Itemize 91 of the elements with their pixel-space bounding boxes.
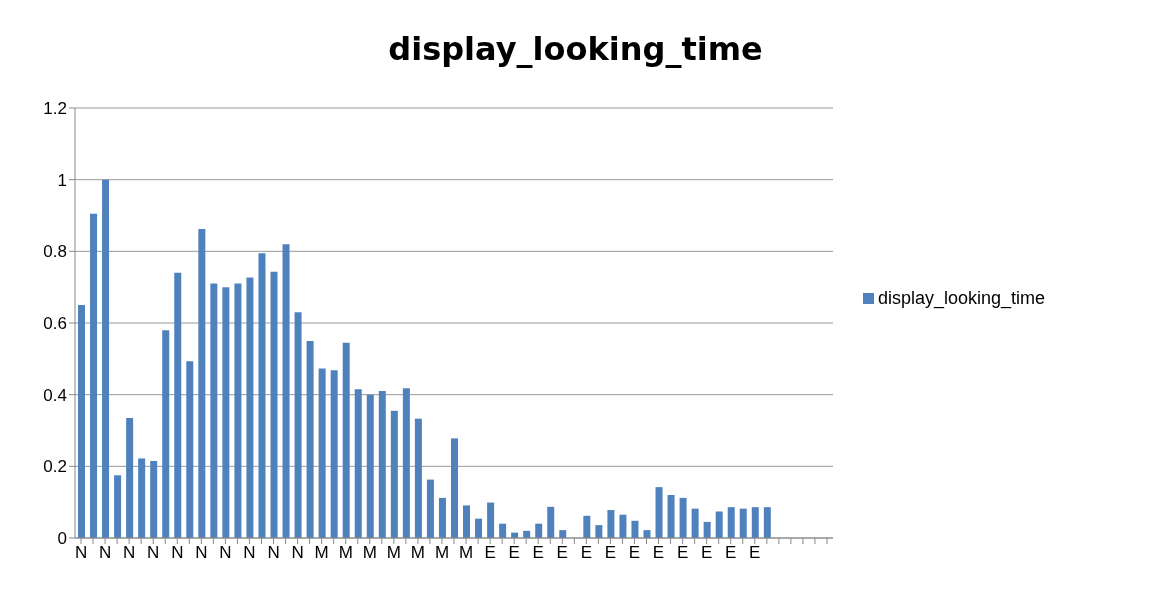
y-tick-label: 1.2 (43, 99, 67, 119)
bar (294, 312, 302, 538)
bar (186, 361, 194, 538)
bar (114, 475, 122, 538)
x-tick-label: M (410, 543, 425, 563)
x-tick-label: E (749, 543, 761, 563)
x-tick-label: N (243, 543, 256, 563)
x-tick-label: N (171, 543, 184, 563)
x-tick-label: M (338, 543, 353, 563)
bar (198, 229, 206, 538)
bar (210, 283, 218, 538)
bar (342, 342, 350, 538)
chart-title: display_looking_time (387, 30, 764, 68)
bar (282, 244, 290, 538)
bar (655, 487, 663, 538)
bar (414, 418, 422, 538)
bar (450, 438, 458, 538)
bar (258, 253, 266, 538)
bar (763, 507, 771, 538)
x-tick-label: M (362, 543, 377, 563)
bar (751, 507, 759, 538)
bar (463, 505, 471, 538)
y-tick-label: 0.6 (43, 314, 67, 334)
legend-label: display_looking_time (878, 287, 1046, 308)
bar (703, 521, 711, 538)
bar (126, 417, 134, 538)
bar (607, 510, 615, 538)
x-tick-label: N (267, 543, 280, 563)
bar (390, 410, 398, 538)
bar (402, 388, 410, 538)
bar (547, 506, 555, 538)
bar (739, 508, 747, 538)
x-tick-label: N (219, 543, 232, 563)
x-tick-label: M (314, 543, 329, 563)
y-tick-label: 0.8 (43, 242, 67, 262)
bar (78, 305, 85, 538)
bar (150, 460, 158, 538)
bar (162, 330, 170, 538)
bar (619, 514, 627, 538)
bar (475, 518, 483, 538)
bar (679, 497, 687, 538)
x-tick-label: N (98, 543, 112, 563)
x-tick-label: E (580, 543, 593, 563)
x-tick-label: E (628, 543, 641, 563)
x-tick-label: E (532, 543, 544, 563)
x-tick-label: M (458, 543, 474, 563)
x-tick-label: N (123, 543, 136, 563)
y-tick-label: 0.2 (43, 457, 67, 477)
bar (499, 523, 507, 538)
y-tick-label: 1 (57, 170, 67, 190)
bar (318, 368, 326, 538)
x-tick-label: N (74, 543, 88, 563)
bar (138, 458, 146, 538)
x-tick-label: E (700, 543, 713, 563)
bar (366, 394, 374, 538)
x-tick-label: E (725, 543, 737, 563)
bar (354, 389, 362, 538)
y-tick-label: 0.4 (43, 385, 67, 405)
bar (90, 213, 98, 538)
bar (583, 515, 591, 538)
bar (234, 283, 242, 538)
x-tick-label: N (195, 543, 208, 563)
bar (667, 495, 675, 538)
bar (631, 520, 639, 538)
x-tick-label: E (676, 543, 689, 563)
x-tick-label: M (386, 543, 401, 563)
bar (595, 525, 603, 538)
y-tick-label: 0 (57, 529, 67, 549)
bar (222, 287, 230, 538)
bar (438, 497, 446, 538)
bar (330, 370, 338, 538)
x-tick-label: N (291, 543, 304, 563)
bar (246, 277, 254, 538)
bar (535, 523, 543, 538)
bar (306, 340, 314, 538)
bar (691, 508, 699, 538)
bar (727, 507, 735, 538)
bar (426, 479, 434, 538)
x-tick-label: N (147, 543, 160, 563)
bar (378, 391, 386, 538)
bar (174, 272, 182, 538)
x-tick-label: M (434, 543, 450, 563)
x-tick-label: E (556, 543, 568, 563)
bar (270, 271, 278, 538)
x-tick-label: E (508, 543, 520, 563)
bar (487, 502, 495, 538)
x-tick-label: E (604, 543, 617, 563)
x-tick-label: E (484, 543, 496, 563)
x-tick-label: E (652, 543, 665, 563)
bar (102, 179, 110, 538)
bar (715, 511, 723, 538)
